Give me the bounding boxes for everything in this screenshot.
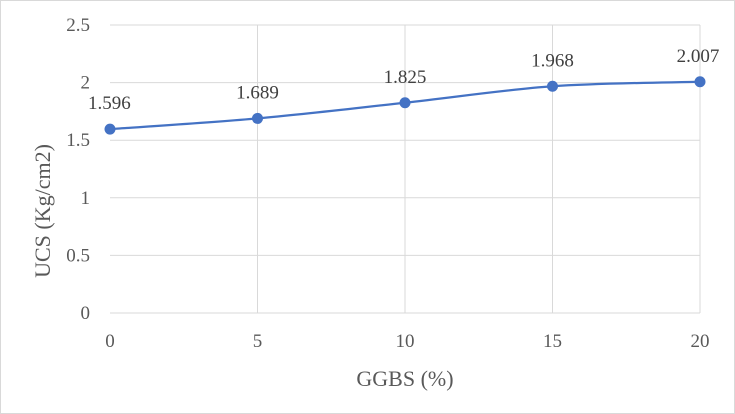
y-tick-label: 1.5	[66, 130, 90, 151]
data-label: 1.689	[236, 82, 279, 103]
y-tick-label: 2.5	[66, 15, 90, 36]
x-axis-ticks: 0 5 10 15 20	[105, 331, 709, 352]
data-point	[399, 97, 411, 109]
y-tick-label: 0	[81, 303, 91, 324]
x-tick-label: 15	[543, 331, 562, 352]
y-axis-ticks: 0 0.5 1 1.5 2 2.5	[66, 15, 90, 324]
x-axis-title: GGBS (%)	[356, 366, 453, 391]
data-label: 2.007	[677, 46, 720, 67]
y-axis-title: UCS (Kg/cm2)	[30, 144, 55, 278]
gridlines	[110, 24, 701, 314]
y-tick-label: 0.5	[66, 245, 90, 266]
data-point	[104, 123, 116, 135]
x-tick-label: 0	[105, 331, 115, 352]
data-label: 1.968	[531, 50, 574, 71]
data-label: 1.596	[88, 93, 131, 114]
series-group	[104, 76, 706, 135]
data-point	[547, 80, 558, 92]
y-tick-label: 2	[81, 73, 91, 94]
x-tick-label: 10	[396, 331, 415, 352]
data-point	[252, 112, 263, 124]
data-label: 1.825	[384, 67, 427, 88]
data-point	[694, 76, 706, 88]
x-tick-label: 5	[253, 331, 263, 352]
x-tick-label: 20	[691, 331, 710, 352]
data-labels: 1.596 1.689 1.825 1.968 2.007	[88, 46, 719, 114]
y-tick-label: 1	[81, 188, 91, 209]
